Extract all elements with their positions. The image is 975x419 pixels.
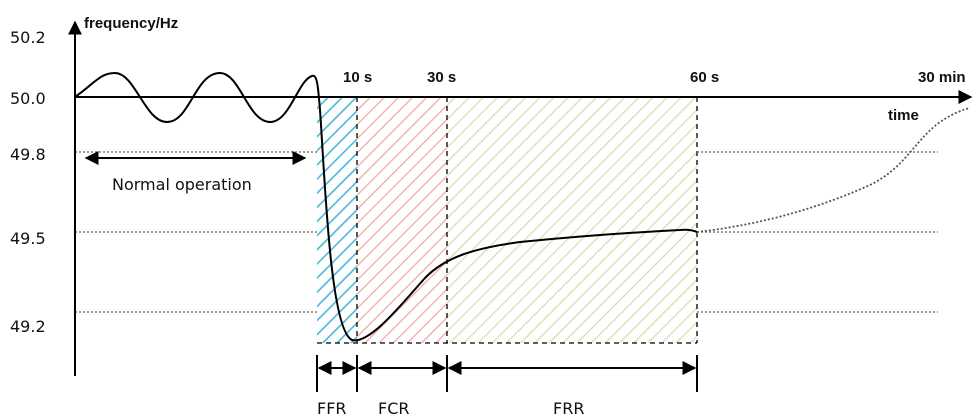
y-axis-label: frequency/Hz [84,15,178,32]
y-tick-49-8: 49.8 [10,145,46,164]
normal-operation-label: Normal operation [112,175,252,194]
y-tick-49-2: 49.2 [10,317,46,336]
fcr-label: FCR [378,399,410,418]
phase-duration-markers [316,355,698,392]
time-mark-10s: 10 s [343,69,372,86]
time-mark-30s: 30 s [427,69,456,86]
x-axis-label: time [888,107,919,124]
time-mark-30min: 30 min [918,69,966,86]
y-tick-50-0: 50.0 [10,89,46,108]
frequency-curve-projection [696,107,971,233]
fcr-region [357,97,447,343]
frr-label: FRR [553,399,584,418]
phase-frames [317,97,698,344]
time-mark-60s: 60 s [690,69,719,86]
frr-region [447,97,697,343]
ffr-label: FFR [317,399,347,418]
y-tick-49-5: 49.5 [10,229,46,248]
y-tick-50-2: 50.2 [10,28,46,47]
frequency-curve [74,71,698,342]
